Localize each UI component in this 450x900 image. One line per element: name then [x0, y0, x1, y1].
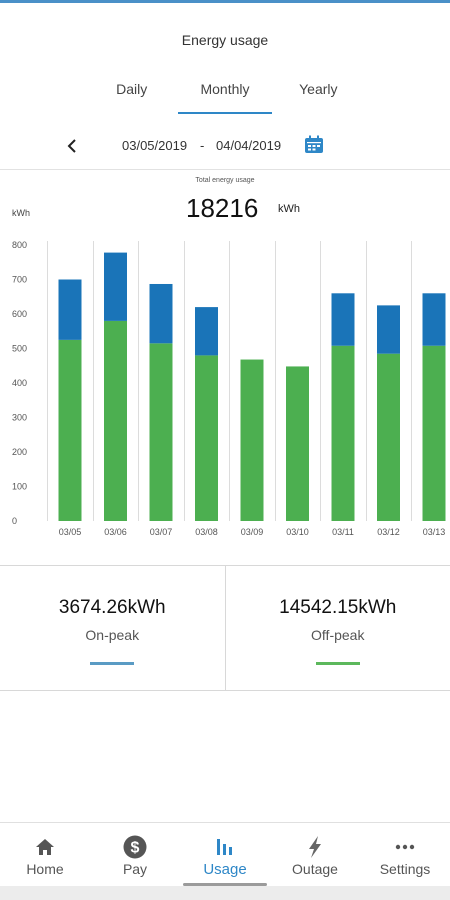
chevron-left-icon [67, 139, 76, 153]
system-gesture-bar [0, 886, 450, 900]
y-tick-label: 700 [12, 275, 27, 285]
date-separator: - [200, 138, 205, 153]
on-peak-bar [58, 279, 82, 340]
y-tick-label: 0 [12, 516, 17, 526]
off-peak-bar [104, 320, 127, 521]
y-tick-label: 400 [12, 378, 27, 388]
nav-settings[interactable]: Settings [360, 823, 450, 886]
calendar-icon [305, 135, 323, 153]
y-tick-label: 800 [12, 240, 27, 250]
dollar-icon: $ [123, 835, 147, 859]
x-tick-label: 03/12 [377, 527, 400, 537]
nav-home[interactable]: Home [0, 823, 90, 886]
on-peak-card[interactable]: 3674.26kWh On-peak [0, 566, 225, 690]
off-peak-bar [195, 355, 218, 521]
on-peak-bar [104, 252, 127, 321]
page-title: Energy usage [181, 32, 269, 48]
x-tick-label: 03/06 [104, 527, 127, 537]
summary-cards: 3674.26kWh On-peak 14542.15kWh Off-peak [0, 565, 450, 691]
usage-bar-chart[interactable]: 0 100 200 300 400 500 600 700 800 03/05 03/06 03/07… [0, 225, 450, 555]
tab-daily[interactable]: Daily [116, 81, 148, 97]
off-peak-bar [377, 353, 400, 521]
start-date[interactable]: 03/05/2019 [122, 138, 188, 153]
on-peak-bar [149, 283, 173, 344]
nav-settings-label: Settings [379, 861, 431, 877]
off-peak-bar [240, 359, 264, 521]
nav-pay[interactable]: $ Pay [90, 823, 180, 886]
end-date[interactable]: 04/04/2019 [216, 138, 282, 153]
nav-usage[interactable]: Usage [180, 823, 270, 886]
nav-active-indicator [183, 883, 267, 886]
x-tick-label: 03/08 [195, 527, 218, 537]
lightning-icon [309, 836, 321, 858]
off-peak-legend-swatch [315, 662, 360, 665]
on-peak-bar [422, 293, 446, 346]
off-peak-bar [286, 366, 309, 521]
svg-text:$: $ [131, 840, 140, 857]
off-peak-label: Off-peak [311, 627, 365, 643]
x-tick-label: 03/10 [286, 527, 309, 537]
off-peak-bar [149, 343, 173, 521]
on-peak-value: 3674.26kWh [58, 597, 166, 618]
y-tick-label: 300 [12, 413, 27, 423]
off-peak-card[interactable]: 14542.15kWh Off-peak [224, 566, 450, 690]
top-accent-bar [0, 0, 450, 3]
on-peak-legend-swatch [90, 662, 135, 665]
period-tabs: Daily Monthly Yearly [85, 78, 365, 118]
on-peak-label: On-peak [85, 627, 140, 643]
calendar-button[interactable] [303, 134, 325, 156]
date-range-row: 03/05/2019 - 04/04/2019 [0, 130, 450, 160]
off-peak-bar [331, 345, 355, 521]
nav-pay-label: Pay [122, 861, 148, 877]
nav-outage[interactable]: Outage [270, 823, 360, 886]
on-peak-bar [195, 307, 218, 356]
previous-period-button[interactable] [62, 132, 84, 158]
total-usage-caption: Total energy usage [195, 177, 255, 184]
off-peak-bar [58, 339, 82, 521]
total-usage-value: 18216 [186, 193, 259, 223]
bar-chart-icon [217, 839, 232, 855]
total-usage-unit: kWh [278, 203, 300, 215]
section-divider [0, 169, 450, 170]
x-tick-label: 03/07 [150, 527, 173, 537]
tab-monthly[interactable]: Monthly [178, 78, 272, 118]
more-icon [395, 844, 415, 850]
tab-yearly[interactable]: Yearly [299, 81, 338, 97]
nav-home-label: Home [26, 861, 64, 877]
y-tick-label: 100 [12, 482, 27, 492]
on-peak-bar [377, 305, 400, 354]
bottom-navigation: Home $ Pay Usage Outage Settings [0, 822, 450, 886]
x-tick-label: 03/09 [241, 527, 264, 537]
y-axis-label: kWh [12, 208, 30, 218]
nav-outage-label: Outage [292, 861, 338, 877]
off-peak-value: 14542.15kWh [279, 597, 397, 618]
y-tick-label: 200 [12, 447, 27, 457]
nav-usage-label: Usage [203, 861, 247, 878]
x-tick-label: 03/11 [332, 527, 354, 537]
off-peak-bar [422, 345, 446, 521]
y-tick-label: 500 [12, 344, 27, 354]
y-tick-label: 600 [12, 309, 27, 319]
home-icon [36, 839, 54, 855]
on-peak-bar [331, 293, 355, 346]
x-tick-label: 03/13 [423, 527, 446, 537]
x-tick-label: 03/05 [59, 527, 82, 537]
